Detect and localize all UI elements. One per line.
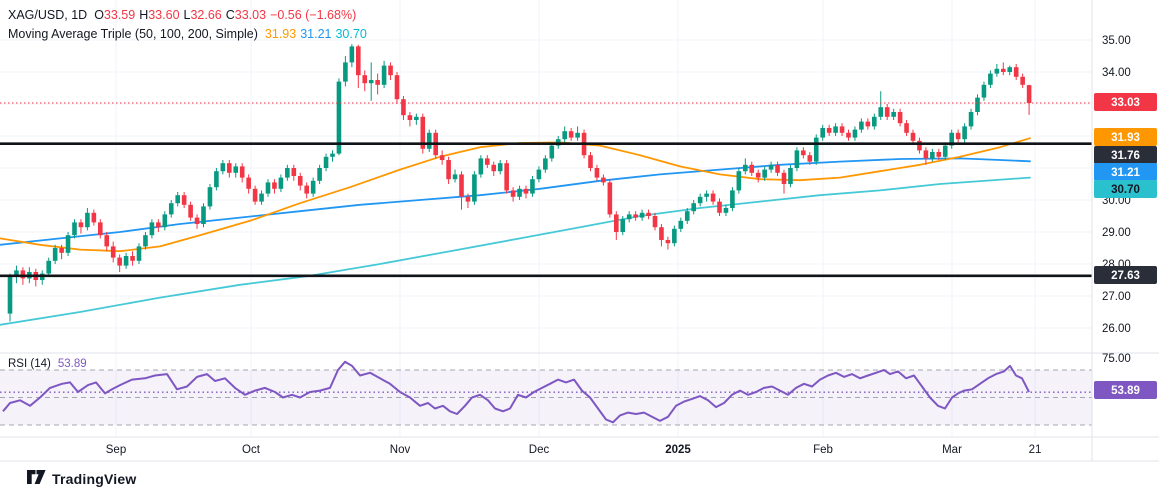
price-badge — [1094, 146, 1157, 164]
ma200-value: 30.70 — [335, 26, 367, 41]
price-badge — [1094, 128, 1157, 146]
time-axis-label: Oct — [242, 444, 261, 456]
rsi-indicator-title: RSI (14) — [8, 358, 51, 370]
time-axis-label: Sep — [106, 444, 126, 456]
price-badge — [1094, 266, 1157, 284]
time-axis-label: Dec — [529, 444, 550, 456]
high-label: H — [139, 7, 149, 22]
symbol-title: XAG/USD, 1D — [8, 7, 88, 22]
price-axis-label: 27.00 — [1102, 291, 1131, 303]
price-badge-text: 30.70 — [1111, 184, 1140, 196]
tradingview-logo-text: TradingView — [52, 470, 137, 487]
rsi-legend-row[interactable]: RSI (14) 53.89 — [8, 358, 87, 370]
price-badge-text: 33.03 — [1111, 97, 1140, 109]
tradingview-logo[interactable]: TradingView — [27, 470, 136, 487]
time-gridlines — [115, 0, 1036, 437]
low-label: L — [183, 7, 191, 22]
level-lines — [0, 142, 1092, 278]
price-badge — [1094, 381, 1157, 399]
ma50-value: 31.93 — [264, 26, 297, 41]
time-axis-label: Mar — [942, 444, 962, 456]
time-axis-label: 21 — [1029, 444, 1042, 456]
low-value: 32.66 — [190, 7, 222, 22]
rsi-line — [2, 360, 1030, 424]
open-label: O — [94, 7, 104, 22]
price-badge-text: 53.89 — [1111, 385, 1140, 397]
rsi-value: 53.89 — [57, 358, 87, 370]
close-label: C — [225, 7, 235, 22]
price-badge-text: 31.21 — [1111, 167, 1140, 179]
price-badge — [1094, 180, 1157, 198]
ma100-value: 31.21 — [300, 26, 332, 41]
price-axis-label: 29.00 — [1102, 227, 1131, 239]
price-axis[interactable]: 35.0034.0030.0029.0028.0027.0026.0075.00… — [1094, 35, 1157, 399]
symbol-legend-row[interactable]: XAG/USD, 1D O 33.59 H 33.60 L 32.66 C 33.03 … — [8, 5, 367, 24]
price-badge — [1094, 93, 1157, 111]
price-axis-label: 75.00 — [1102, 353, 1131, 365]
ma-indicator-title: Moving Average Triple (50, 100, 200, Sim… — [8, 26, 258, 41]
sma100-line — [0, 157, 1031, 246]
time-axis-label: Nov — [390, 444, 411, 456]
high-value: 33.60 — [148, 7, 180, 22]
price-badge-text: 31.93 — [1111, 132, 1140, 144]
time-axis[interactable]: Sep Oct Nov Dec 2025 Feb Mar 21 — [106, 444, 1042, 456]
ma-legend-row[interactable]: Moving Average Triple (50, 100, 200, Sim… — [8, 24, 367, 43]
price-axis-label: 35.00 — [1102, 35, 1131, 47]
time-axis-label: 2025 — [665, 444, 691, 456]
sma200-line — [0, 176, 1031, 326]
time-axis-label: Feb — [813, 444, 833, 456]
close-value: 33.03 — [234, 7, 267, 22]
pane-separators — [0, 0, 1159, 462]
change-value: −0.56 (−1.68%) — [270, 7, 357, 22]
price-badge — [1094, 163, 1157, 181]
open-value: 33.59 — [103, 7, 136, 22]
price-badge-text: 31.76 — [1111, 150, 1140, 162]
price-axis-label: 34.00 — [1102, 67, 1131, 79]
candles — [7, 44, 1032, 322]
price-badge-text: 27.63 — [1111, 270, 1140, 282]
chart-legend: XAG/USD, 1D O 33.59 H 33.60 L 32.66 C 33.03 … — [8, 5, 367, 43]
tradingview-logo-icon — [27, 470, 46, 484]
rsi-pane — [0, 360, 1092, 426]
price-axis-label: 26.00 — [1102, 323, 1131, 335]
